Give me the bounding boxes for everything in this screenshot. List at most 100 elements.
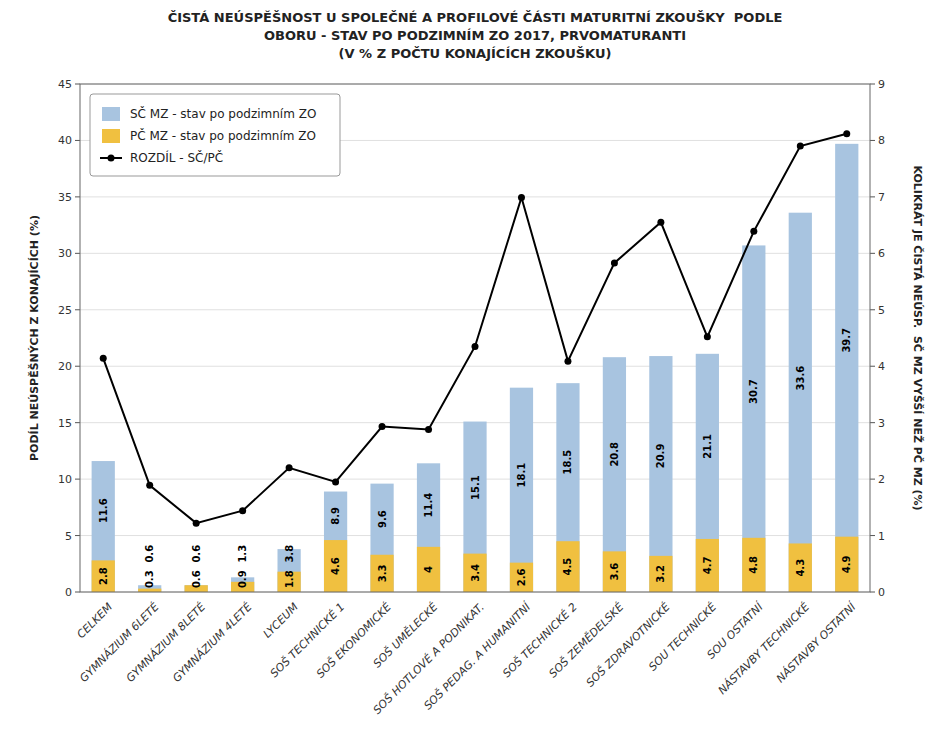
line-marker <box>657 219 664 226</box>
title: ČISTÁ NEÚSPĚŠNOST U SPOLEČNÉ A PROFILOVÉ… <box>168 10 783 25</box>
y-tick <box>75 84 80 85</box>
marks <box>92 130 859 592</box>
data-label: 20.8 <box>609 442 620 467</box>
data-label: 30.7 <box>748 379 759 404</box>
data-label: 8.9 <box>330 507 341 525</box>
x-tick-label: NÁSTAVBY TECHNICKÉ <box>716 601 813 698</box>
data-label: 21.1 <box>702 434 713 459</box>
legend-swatch <box>102 107 120 121</box>
line-marker <box>379 423 386 430</box>
data-label: 3.6 <box>609 563 620 581</box>
bar <box>649 356 672 592</box>
data-label: 33.6 <box>795 366 806 391</box>
data-label: 3.4 <box>470 564 481 582</box>
data-label: 4 <box>423 566 434 573</box>
bar <box>835 144 858 592</box>
y-tick-label: 10 <box>58 473 72 486</box>
y-tick-label: 45 <box>58 78 72 91</box>
data-label: 11.6 <box>98 498 109 523</box>
y2-axis-label: KOLIKRÁT JE ČISTÁ NEÚSP. SČ MZ VYŠŠÍ NEŽ… <box>911 165 924 510</box>
data-label: 15.1 <box>470 475 481 500</box>
y-tick <box>75 140 80 141</box>
data-label: 4.7 <box>702 557 713 575</box>
y2-tick <box>870 140 875 141</box>
y-tick-label: 25 <box>58 304 72 317</box>
line-marker <box>843 130 850 137</box>
y-tick <box>75 422 80 423</box>
line-marker <box>611 259 618 266</box>
data-label: 4.5 <box>562 558 573 576</box>
legend: SČ MZ - stav po podzimním ZO PČ MZ - stav… <box>90 94 340 176</box>
bar <box>556 541 579 592</box>
y-tick-label: 35 <box>58 191 72 204</box>
data-label: 3.3 <box>377 564 388 582</box>
data-label: 4.9 <box>841 555 852 573</box>
plot-frame <box>80 84 870 592</box>
x-tick-label: SOŠ EKONOMICKÉ <box>314 601 394 681</box>
line-marker <box>425 426 432 433</box>
data-label: 4.6 <box>330 557 341 575</box>
y2-tick-label: 3 <box>878 417 885 430</box>
bar <box>324 492 347 592</box>
chart: ČISTÁ NEÚSPĚŠNOST U SPOLEČNÉ A PROFILOVÉ… <box>0 0 950 742</box>
legend-label: PČ MZ - stav po podzimním ZO <box>130 128 316 143</box>
data-label: 18.1 <box>516 463 527 488</box>
x-tick-label: GYMNÁZIUM 4LETÉ <box>170 601 254 685</box>
grid <box>80 84 870 592</box>
bar <box>603 357 626 592</box>
bar <box>742 245 765 592</box>
bar <box>463 554 486 592</box>
data-label: 3.8 <box>284 545 295 563</box>
y-tick-label: 30 <box>58 247 72 260</box>
x-tick-label: LYCEUM <box>261 600 302 641</box>
x-tick-label: SOŠ ZDRAVOTNICKÉ <box>584 601 673 690</box>
bar <box>92 560 115 592</box>
x-tick-label: SOU TECHNICKÉ <box>646 601 719 674</box>
title: OBORU - STAV PO PODZIMNÍM ZO 2017, PRVOM… <box>264 28 686 43</box>
line-marker <box>472 343 479 350</box>
data-label: 4.3 <box>795 559 806 577</box>
line-marker <box>146 482 153 489</box>
title: (V % Z POČTU KONAJÍCÍCH ZKOUŠKU) <box>339 46 612 61</box>
bar <box>789 213 812 592</box>
bar <box>510 388 533 592</box>
y-tick-label: 20 <box>58 360 72 373</box>
y2-tick <box>870 422 875 423</box>
line-marker <box>286 464 293 471</box>
y2-tick <box>870 84 875 85</box>
line-marker <box>239 507 246 514</box>
bar <box>789 543 812 592</box>
legend-label: SČ MZ - stav po podzimním ZO <box>130 106 316 121</box>
line-marker <box>704 333 711 340</box>
line-marker <box>193 520 200 527</box>
y2-tick-label: 4 <box>878 360 885 373</box>
bar <box>556 383 579 592</box>
legend-swatch <box>102 129 120 143</box>
data-label: 3.2 <box>655 565 666 583</box>
bar <box>370 555 393 592</box>
bar <box>742 538 765 592</box>
y-tick <box>75 309 80 310</box>
bar <box>92 461 115 592</box>
bar <box>603 551 626 592</box>
y2-tick-label: 0 <box>878 586 885 599</box>
x-tick-label: CELKEM <box>74 600 115 641</box>
legend-label: ROZDÍL - SČ/PČ <box>130 150 223 165</box>
x-tick-label: SOŠ TECHNICKÉ 1 <box>268 601 348 681</box>
y2-tick-label: 6 <box>878 247 885 260</box>
x-tick-label: NÁSTAVBY OSTATNÍ <box>774 599 860 685</box>
y-tick-label: 5 <box>65 530 72 543</box>
data-label: 39.7 <box>841 328 852 353</box>
legend-box <box>90 94 340 176</box>
bar <box>463 422 486 592</box>
y-axis-label: PODÍL NEÚSPĚŠNÝCH Z KONAJÍCÍCH (%) <box>28 215 41 461</box>
line-marker <box>332 478 339 485</box>
data-label: 4.8 <box>748 556 759 574</box>
data-label: 9.6 <box>377 510 388 528</box>
bar <box>696 539 719 592</box>
data-label: 1.3 <box>237 545 248 563</box>
data-label: 0.6 <box>191 545 202 563</box>
data-label: 11.4 <box>423 493 434 518</box>
y2-tick-label: 5 <box>878 304 885 317</box>
y-tick-label: 15 <box>58 417 72 430</box>
